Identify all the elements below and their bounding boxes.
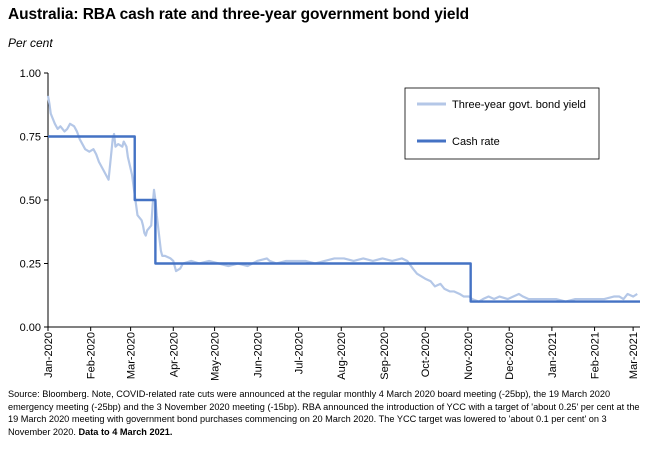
y-tick-label: 0.50	[20, 195, 41, 207]
x-tick-label: Feb-2020	[86, 332, 98, 379]
x-tick-label: Oct-2020	[420, 332, 432, 377]
y-tick-label: 0.00	[20, 322, 41, 334]
x-tick-label: Sep-2020	[379, 332, 391, 380]
line-chart: 0.00 0.25 0.50 0.75 1.00 Jan-2020 Feb-2020 Mar…	[20, 68, 641, 380]
y-tick-label: 0.25	[20, 259, 41, 271]
x-tick-label: Aug-2020	[336, 332, 348, 380]
y-axis-unit-label: Per cent	[8, 36, 53, 50]
x-tick-label: Dec-2020	[504, 332, 516, 380]
x-tick-label: May-2020	[210, 332, 222, 380]
x-tick-label: Nov-2020	[463, 332, 475, 380]
legend-box	[404, 87, 600, 160]
y-tick-label: 1.00	[20, 68, 41, 80]
series-line-three-year-govt-bond-yield	[46, 95, 638, 303]
series-layer	[46, 95, 640, 303]
x-tick-label: Jun-2020	[252, 332, 264, 378]
chart-title: Australia: RBA cash rate and three-year …	[8, 6, 470, 23]
x-tick-label: Jan-2021	[547, 332, 559, 378]
source-note-data-date: Data to 4 March 2021.	[78, 426, 173, 437]
legend-label-bond-yield: Three-year govt. bond yield	[452, 99, 586, 111]
y-axis: 0.00 0.25 0.50 0.75 1.00	[20, 68, 49, 334]
legend-label-cash-rate: Cash rate	[452, 136, 500, 148]
x-tick-label: Mar-2021	[628, 332, 640, 379]
legend: Three-year govt. bond yield Cash rate	[404, 87, 600, 160]
y-tick-label: 0.75	[20, 132, 41, 144]
x-tick-label: Jan-2020	[43, 332, 55, 378]
x-tick-label: Apr-2020	[168, 332, 180, 377]
source-note-text: Source: Bloomberg. Note, COVID-related r…	[8, 389, 640, 437]
x-tick-label: Jul-2020	[294, 332, 306, 374]
x-axis: Jan-2020 Feb-2020 Mar-2020 Apr-2020 May-2020…	[43, 326, 640, 380]
series-line-cash-rate	[48, 135, 640, 303]
x-tick-label: Mar-2020	[126, 332, 138, 379]
x-tick-label: Feb-2021	[590, 332, 602, 379]
source-note: Source: Bloomberg. Note, COVID-related r…	[8, 388, 648, 438]
